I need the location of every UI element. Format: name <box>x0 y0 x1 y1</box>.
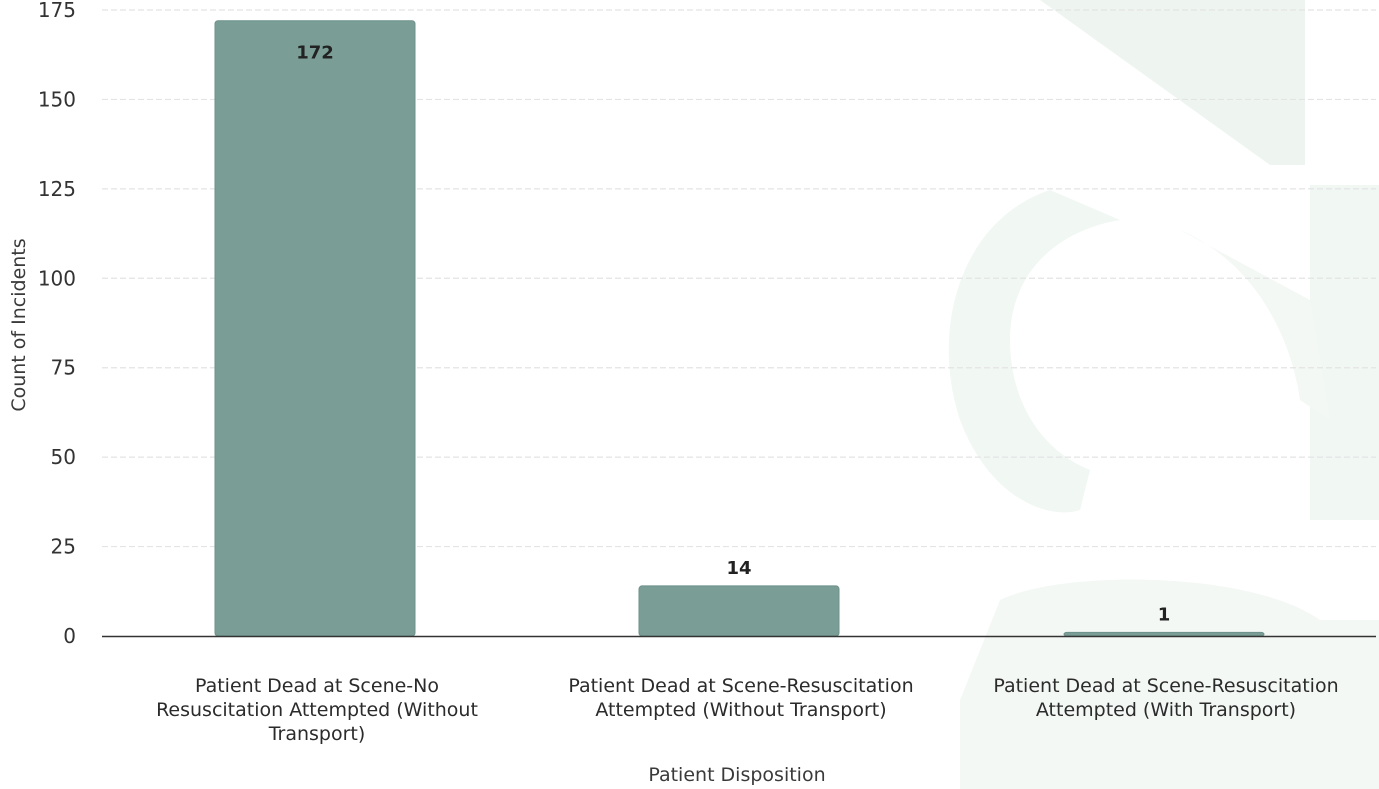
x-category-label: Attempted (Without Transport) <box>595 699 886 721</box>
y-tick-label: 150 <box>38 87 76 111</box>
x-category-label: Patient Dead at Scene-Resuscitation <box>568 675 913 697</box>
bar <box>214 20 416 637</box>
y-tick-label: 0 <box>63 624 76 648</box>
data-label: 14 <box>726 558 751 579</box>
data-labels: 172 14 1 <box>296 43 1170 626</box>
bars <box>214 20 1265 637</box>
x-axis-title: Patient Disposition <box>648 764 825 786</box>
y-axis-ticks: 0 25 50 75 100 125 150 175 <box>38 0 76 648</box>
x-category-label: Patient Dead at Scene-No <box>195 675 439 697</box>
y-tick-label: 175 <box>38 0 76 22</box>
watermark-logo <box>948 0 1379 789</box>
data-label: 1 <box>1158 604 1171 625</box>
x-category-label: Transport) <box>268 723 366 745</box>
x-category-label: Resuscitation Attempted (Without <box>156 699 478 721</box>
y-tick-label: 25 <box>51 535 76 559</box>
bar <box>1063 631 1265 637</box>
y-tick-label: 100 <box>38 266 76 290</box>
y-tick-label: 50 <box>51 445 76 469</box>
data-label: 172 <box>296 43 334 64</box>
bar <box>638 585 840 637</box>
x-category-label: Patient Dead at Scene-Resuscitation <box>993 675 1338 697</box>
y-tick-label: 125 <box>38 177 76 201</box>
y-tick-label: 75 <box>51 356 76 380</box>
x-category-label: Attempted (With Transport) <box>1036 699 1296 721</box>
y-axis-title: Count of Incidents <box>8 238 30 411</box>
